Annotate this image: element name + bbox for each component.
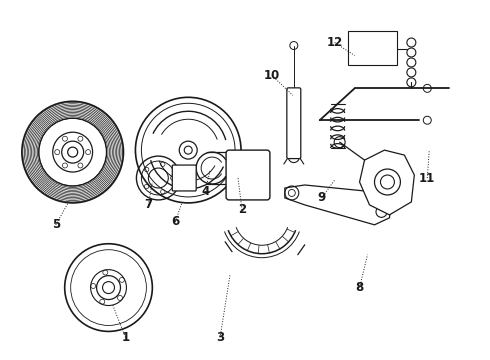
Text: 5: 5 [51,218,60,231]
Text: 3: 3 [216,331,224,344]
FancyBboxPatch shape [226,150,270,200]
Text: 10: 10 [264,69,280,82]
Text: 9: 9 [318,192,326,204]
Bar [347,31,397,66]
Text: 4: 4 [201,185,209,198]
Text: 1: 1 [122,331,129,344]
Text: 2: 2 [238,203,246,216]
Polygon shape [360,150,415,215]
Text: 12: 12 [326,36,343,49]
Text: 11: 11 [419,171,436,185]
Text: 8: 8 [355,281,364,294]
FancyBboxPatch shape [172,165,196,191]
FancyBboxPatch shape [287,88,301,159]
Text: 6: 6 [171,215,179,228]
Text: 7: 7 [145,198,152,211]
